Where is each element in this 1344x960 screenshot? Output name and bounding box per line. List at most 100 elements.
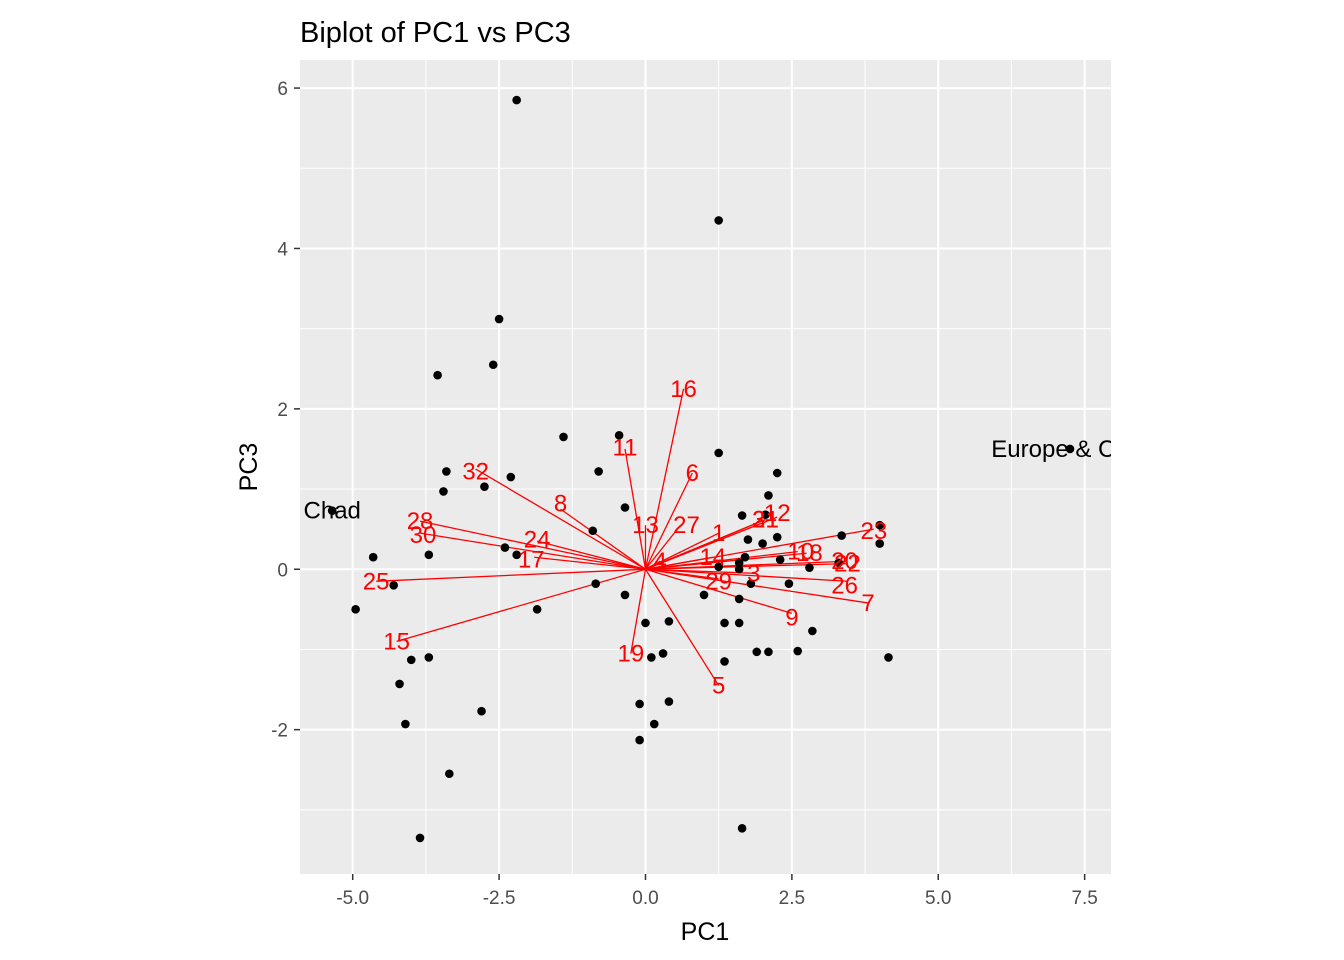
score-point	[512, 95, 521, 105]
score-point	[559, 432, 568, 442]
loading-label-15: 15	[383, 628, 410, 655]
score-point	[761, 510, 770, 520]
score-point	[834, 558, 844, 568]
loading-label-23: 23	[860, 518, 887, 545]
score-point	[506, 472, 516, 482]
score-point	[395, 679, 404, 689]
x-tick-label: 2.5	[779, 888, 805, 909]
score-point	[389, 580, 398, 590]
chart-title: Biplot of PC1 vs PC3	[300, 17, 571, 49]
score-point	[588, 526, 598, 536]
loading-label-27: 27	[673, 512, 700, 539]
score-point	[368, 552, 378, 562]
score-point	[793, 646, 803, 656]
x-tick-label: 5.0	[925, 888, 951, 909]
loading-arrow-24	[536, 540, 646, 570]
loading-arrow-22	[645, 562, 848, 570]
score-point	[477, 706, 486, 716]
loading-arrow-5	[644, 568, 720, 686]
score-point	[439, 487, 448, 496]
loading-arrow-27	[644, 524, 682, 570]
observation-labels: Chad Europe & Cent	[304, 436, 1111, 525]
score-point	[512, 550, 521, 560]
score-point	[591, 579, 601, 588]
loading-label-12: 12	[764, 500, 791, 527]
score-point	[480, 482, 489, 491]
loading-arrow-26	[645, 568, 848, 582]
score-point	[737, 823, 747, 833]
score-points	[327, 95, 1075, 843]
score-point	[641, 618, 650, 628]
y-tick-label: 6	[277, 79, 288, 100]
x-axis-title: PC1	[681, 918, 730, 946]
score-point	[532, 605, 542, 614]
score-point	[401, 719, 410, 729]
loading-label-3: 3	[747, 560, 760, 587]
loading-arrow-11	[624, 448, 647, 570]
score-point	[699, 590, 709, 600]
loading-arrow-29	[645, 568, 719, 580]
loading-label-22: 22	[834, 551, 861, 578]
loading-label-21: 21	[752, 507, 779, 534]
score-point	[433, 370, 442, 380]
score-point	[445, 769, 454, 779]
loading-label-29: 29	[705, 568, 732, 595]
loading-arrow-16	[644, 388, 685, 570]
score-point	[772, 468, 782, 478]
score-point	[746, 579, 756, 588]
loading-label-18: 18	[796, 540, 823, 567]
score-point	[714, 216, 723, 225]
loading-label-25: 25	[363, 568, 390, 595]
score-point	[635, 735, 644, 745]
loading-arrow-8	[560, 508, 646, 570]
score-point	[442, 467, 451, 476]
loading-label-7: 7	[861, 590, 874, 617]
loading-label-31: 31	[752, 507, 779, 534]
loading-label-20: 20	[831, 548, 858, 575]
observation-label: Chad	[304, 498, 361, 525]
y-tick-label: 0	[277, 560, 288, 581]
score-point	[720, 618, 729, 628]
loading-arrow-19	[630, 569, 647, 654]
score-point	[764, 647, 773, 657]
loading-arrow-30	[419, 532, 646, 570]
x-axis-ticks: -5.0 -2.5 0.0 2.5 5.0 7.5	[336, 874, 1098, 909]
score-point	[734, 558, 744, 568]
score-point	[620, 503, 630, 512]
score-point	[734, 564, 744, 574]
loading-label-16: 16	[670, 376, 697, 403]
major-gridlines	[300, 60, 1111, 874]
score-point	[743, 535, 753, 544]
score-point	[875, 539, 885, 548]
minor-gridlines	[300, 60, 1111, 874]
score-point	[488, 360, 498, 370]
score-point	[714, 562, 723, 572]
loading-labels: 13 4 5 6 7 8 9 10 11 12 13 14 15 16 17 18 19 20 21 22 23 24 25…	[363, 376, 887, 700]
score-point	[406, 655, 416, 665]
x-tick-label: -5.0	[336, 888, 369, 909]
plot-panel	[300, 60, 1111, 874]
loading-arrow-9	[645, 568, 793, 614]
loading-arrow-31	[645, 518, 766, 570]
loading-label-26: 26	[831, 572, 858, 599]
score-point	[764, 491, 773, 500]
loading-label-11: 11	[613, 434, 638, 461]
y-axis-title: PC3	[235, 443, 263, 492]
score-point	[737, 511, 747, 520]
y-tick-label: -2	[271, 721, 288, 742]
loading-label-19: 19	[617, 640, 644, 667]
loading-label-1: 1	[712, 520, 725, 547]
loading-label-28: 28	[407, 508, 434, 535]
score-point	[415, 833, 425, 843]
loading-arrow-25	[376, 568, 646, 582]
score-point	[714, 448, 723, 458]
x-tick-label: 7.5	[1071, 888, 1097, 909]
score-point	[775, 555, 785, 564]
loading-label-4: 4	[653, 548, 666, 575]
score-point	[734, 594, 744, 604]
score-point	[884, 653, 893, 662]
loading-arrow-7	[645, 568, 869, 604]
loading-arrow-23	[645, 528, 874, 570]
y-tick-label: 4	[277, 239, 288, 260]
